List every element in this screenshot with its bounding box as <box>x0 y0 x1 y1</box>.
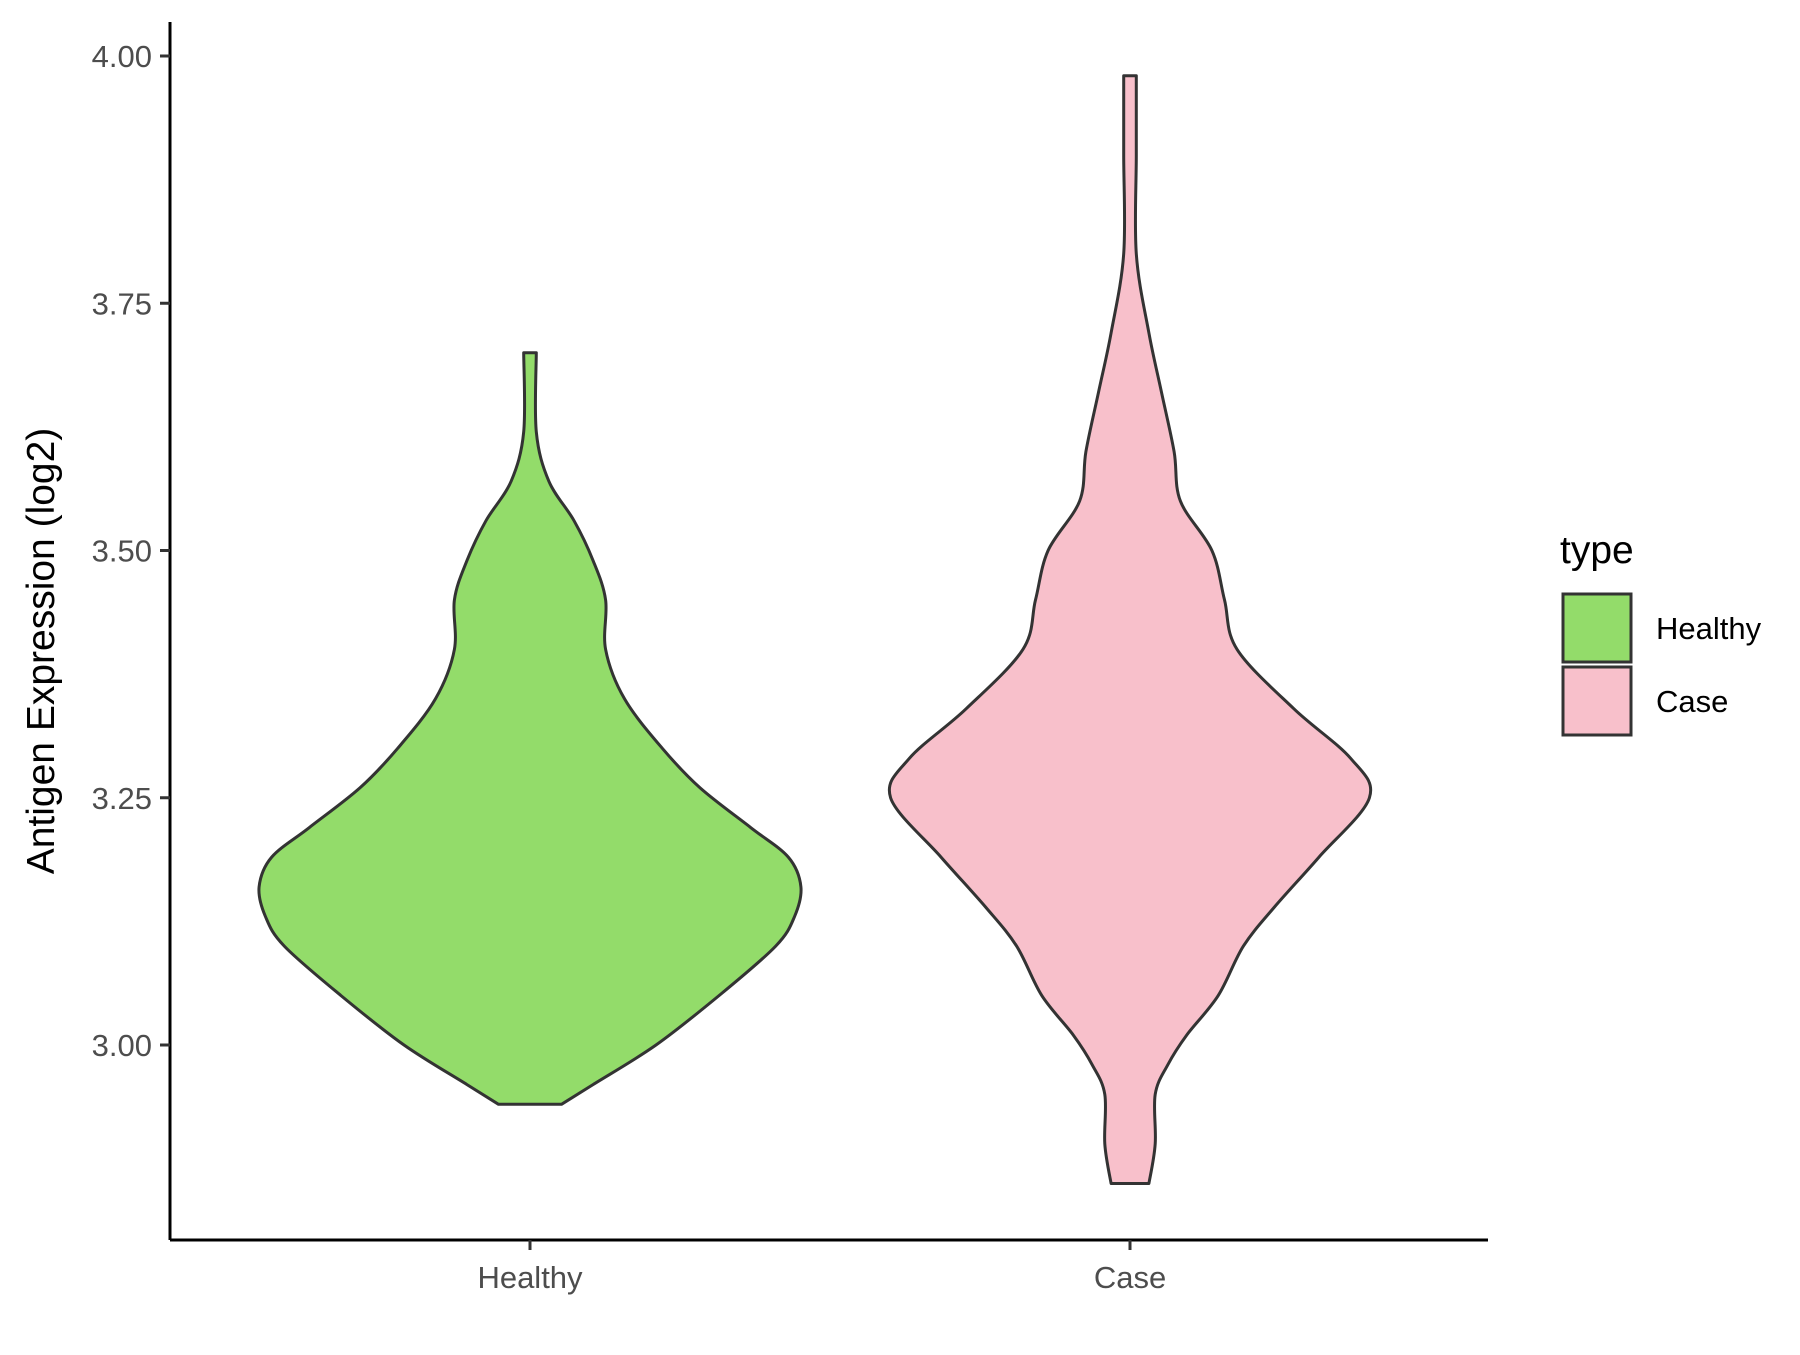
legend-key-healthy <box>1561 592 1633 664</box>
x-tick-label-healthy: Healthy <box>477 1260 583 1295</box>
y-tick-label: 3.50 <box>92 534 152 569</box>
legend: type Healthy Case <box>1560 529 1762 737</box>
y-axis-title: Antigen Expression (log2) <box>20 428 63 875</box>
x-tick-label-case: Case <box>1094 1260 1166 1295</box>
y-tick-label: 4.00 <box>92 39 152 74</box>
legend-title: type <box>1560 529 1634 572</box>
legend-label-healthy: Healthy <box>1656 611 1762 646</box>
axes-layer: 3.00 3.25 3.50 3.75 4.00 Healthy Case Antigen E… <box>20 22 1488 1295</box>
violin-healthy <box>257 351 803 1106</box>
violins-layer <box>257 74 1373 1185</box>
violin-case <box>887 74 1373 1185</box>
y-tick-label: 3.00 <box>92 1028 152 1063</box>
legend-label-case: Case <box>1656 684 1728 719</box>
y-tick-label: 3.25 <box>92 781 152 816</box>
legend-key-case <box>1561 665 1633 737</box>
y-tick-label: 3.75 <box>92 286 152 321</box>
